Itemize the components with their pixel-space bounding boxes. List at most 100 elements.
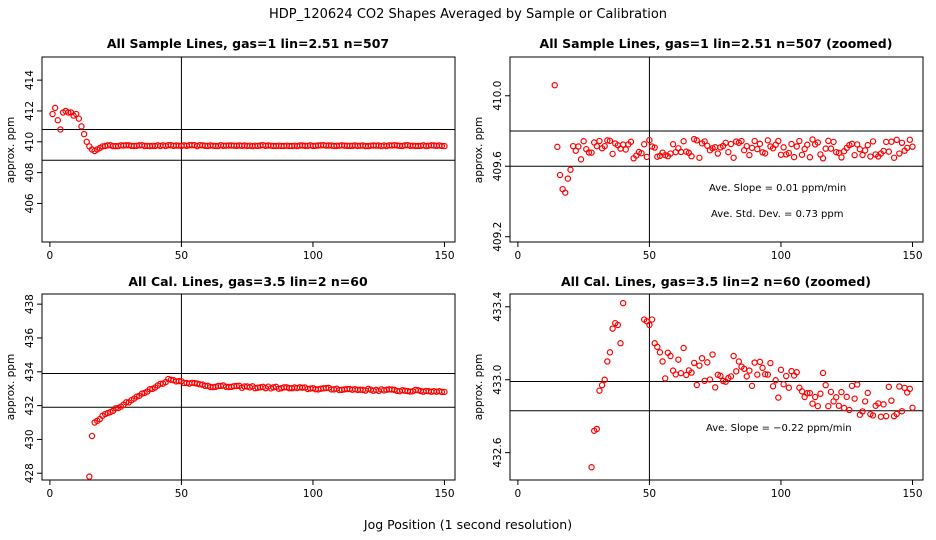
data-point bbox=[656, 349, 664, 356]
data-point bbox=[751, 137, 758, 145]
data-point bbox=[672, 371, 679, 378]
data-point bbox=[864, 389, 871, 397]
data-point bbox=[772, 377, 779, 384]
x-tick-label: 100 bbox=[771, 488, 791, 500]
data-point bbox=[638, 149, 645, 157]
data-point bbox=[838, 154, 845, 161]
data-point bbox=[577, 156, 585, 163]
data-point bbox=[606, 349, 614, 356]
data-point bbox=[746, 151, 753, 159]
data-point bbox=[659, 358, 666, 365]
data-point bbox=[825, 137, 832, 145]
data-point bbox=[735, 358, 743, 365]
y-tick-label: 409.2 bbox=[492, 222, 504, 252]
data-point bbox=[438, 142, 446, 150]
data-point bbox=[754, 371, 761, 378]
data-point bbox=[819, 369, 827, 377]
y-tick-label: 428 bbox=[24, 463, 36, 483]
y-tick-label: 433.4 bbox=[492, 291, 504, 321]
y-tick-label: 414 bbox=[24, 70, 36, 90]
data-point bbox=[867, 153, 874, 160]
plot-frame bbox=[509, 293, 924, 481]
plot-frame bbox=[41, 56, 456, 243]
data-point bbox=[761, 150, 769, 157]
data-point bbox=[438, 388, 446, 396]
data-point bbox=[859, 151, 866, 159]
data-point bbox=[809, 136, 816, 143]
x-tick-label: 50 bbox=[643, 250, 656, 262]
data-point bbox=[651, 144, 658, 151]
y-axis-label: approx. ppm bbox=[5, 354, 17, 420]
data-point bbox=[775, 137, 782, 145]
data-point bbox=[601, 142, 608, 150]
y-tick-label: 408 bbox=[24, 163, 36, 183]
data-point bbox=[72, 110, 80, 118]
data-point bbox=[811, 393, 819, 401]
data-point bbox=[869, 138, 877, 145]
data-point bbox=[86, 473, 93, 480]
data-point bbox=[648, 316, 656, 323]
data-point bbox=[830, 138, 837, 146]
x-tick-label: 150 bbox=[434, 488, 454, 500]
panel-title: All Cal. Lines, gas=3.5 lin=2 n=60 bbox=[128, 274, 368, 289]
data-point bbox=[614, 321, 622, 329]
stddev-annotation: Ave. Std. Dev. = 0.73 ppm bbox=[711, 209, 843, 220]
data-point bbox=[693, 137, 700, 144]
data-point bbox=[677, 148, 685, 156]
panel-title: All Sample Lines, gas=1 lin=2.51 n=507 (… bbox=[540, 36, 893, 51]
panel-sample-zoomed: All Sample Lines, gas=1 lin=2.51 n=507 (… bbox=[473, 36, 924, 262]
x-tick-label: 150 bbox=[902, 488, 922, 500]
data-point bbox=[838, 388, 845, 396]
y-tick-label: 432.6 bbox=[492, 437, 504, 467]
figure-title: HDP_120624 CO2 Shapes Averaged by Sample… bbox=[269, 7, 667, 22]
data-point bbox=[885, 383, 893, 391]
data-point bbox=[877, 413, 885, 420]
x-axis-label: Jog Position (1 second resolution) bbox=[363, 517, 572, 532]
data-point bbox=[696, 154, 703, 161]
data-point bbox=[619, 141, 627, 148]
data-point bbox=[714, 150, 722, 157]
y-tick-label: 436 bbox=[24, 328, 36, 348]
data-point bbox=[835, 402, 843, 409]
data-point bbox=[788, 140, 795, 148]
data-point bbox=[138, 390, 146, 397]
data-point bbox=[596, 137, 603, 145]
data-point bbox=[554, 143, 561, 151]
data-point bbox=[806, 154, 814, 161]
x-tick-label: 150 bbox=[902, 250, 922, 262]
data-point bbox=[759, 364, 766, 372]
data-point bbox=[898, 408, 906, 415]
data-point bbox=[690, 359, 698, 367]
panel-sample: All Sample Lines, gas=1 lin=2.51 n=507 a… bbox=[5, 36, 456, 262]
panel-title: All Cal. Lines, gas=3.5 lin=2 n=60 (zoom… bbox=[561, 274, 871, 289]
y-axis-label: approx. ppm bbox=[473, 354, 485, 420]
data-point bbox=[769, 383, 777, 390]
data-point bbox=[796, 137, 803, 145]
data-point bbox=[822, 145, 829, 152]
y-tick-label: 409.6 bbox=[492, 151, 504, 181]
data-point bbox=[798, 151, 806, 158]
data-point bbox=[851, 151, 858, 159]
x-tick-label: 50 bbox=[175, 488, 188, 500]
data-point bbox=[704, 359, 711, 366]
data-point bbox=[843, 393, 850, 401]
data-point bbox=[846, 406, 853, 414]
data-point bbox=[780, 144, 787, 151]
data-point bbox=[609, 150, 616, 158]
data-point bbox=[785, 384, 793, 391]
data-point bbox=[78, 123, 85, 130]
data-point bbox=[738, 137, 745, 145]
data-point bbox=[562, 189, 569, 196]
data-point bbox=[748, 382, 756, 390]
data-point bbox=[869, 412, 877, 419]
data-point bbox=[893, 136, 900, 144]
data-point bbox=[593, 425, 601, 433]
data-point bbox=[775, 394, 782, 401]
data-point bbox=[804, 141, 811, 148]
x-tick-label: 0 bbox=[515, 250, 522, 262]
data-point bbox=[49, 110, 56, 118]
data-point bbox=[711, 384, 719, 391]
data-point bbox=[619, 299, 627, 307]
data-point bbox=[75, 115, 83, 122]
data-point bbox=[83, 138, 90, 145]
